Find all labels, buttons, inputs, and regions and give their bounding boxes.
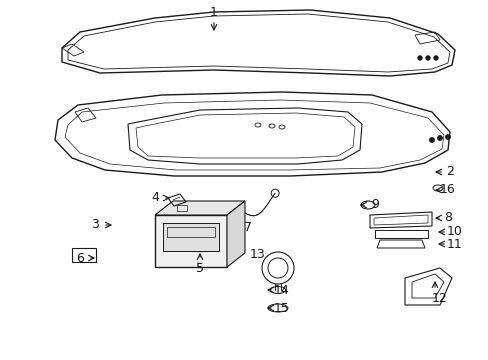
Text: 9: 9 xyxy=(370,198,378,211)
Circle shape xyxy=(433,56,437,60)
Polygon shape xyxy=(155,215,226,267)
Polygon shape xyxy=(163,223,219,251)
Circle shape xyxy=(445,135,449,139)
Text: 6: 6 xyxy=(76,252,84,265)
Text: 11: 11 xyxy=(446,238,462,251)
Text: 16: 16 xyxy=(439,184,455,197)
Text: 8: 8 xyxy=(443,211,451,225)
Text: 1: 1 xyxy=(210,5,218,18)
Text: 4: 4 xyxy=(151,192,159,204)
Text: 2: 2 xyxy=(445,166,453,179)
Text: 7: 7 xyxy=(244,221,251,234)
Polygon shape xyxy=(226,201,244,267)
Text: 5: 5 xyxy=(196,261,203,274)
Text: 15: 15 xyxy=(273,301,289,315)
Text: 10: 10 xyxy=(446,225,462,238)
Circle shape xyxy=(437,136,441,140)
Text: 12: 12 xyxy=(431,292,447,305)
Text: 3: 3 xyxy=(91,219,99,231)
Polygon shape xyxy=(155,201,244,215)
Text: 14: 14 xyxy=(274,284,289,297)
Circle shape xyxy=(429,138,433,142)
Circle shape xyxy=(425,56,429,60)
Circle shape xyxy=(417,56,421,60)
Text: 13: 13 xyxy=(250,248,265,261)
